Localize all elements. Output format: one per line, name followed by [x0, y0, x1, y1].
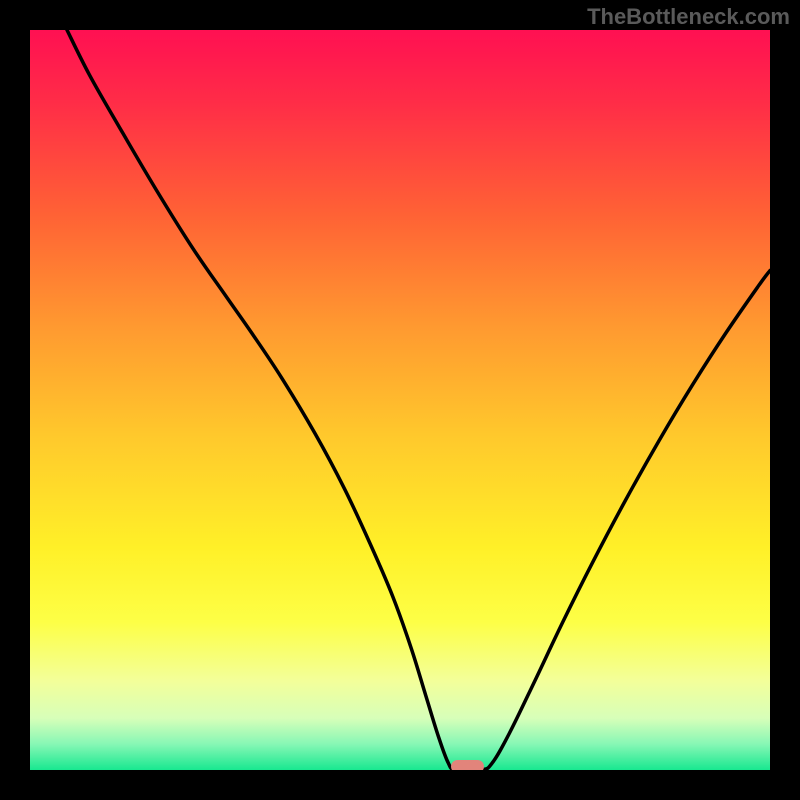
curve-line — [30, 30, 770, 770]
watermark-text: TheBottleneck.com — [587, 4, 790, 30]
chart-plot-area — [30, 30, 770, 770]
bottleneck-marker — [451, 760, 484, 770]
